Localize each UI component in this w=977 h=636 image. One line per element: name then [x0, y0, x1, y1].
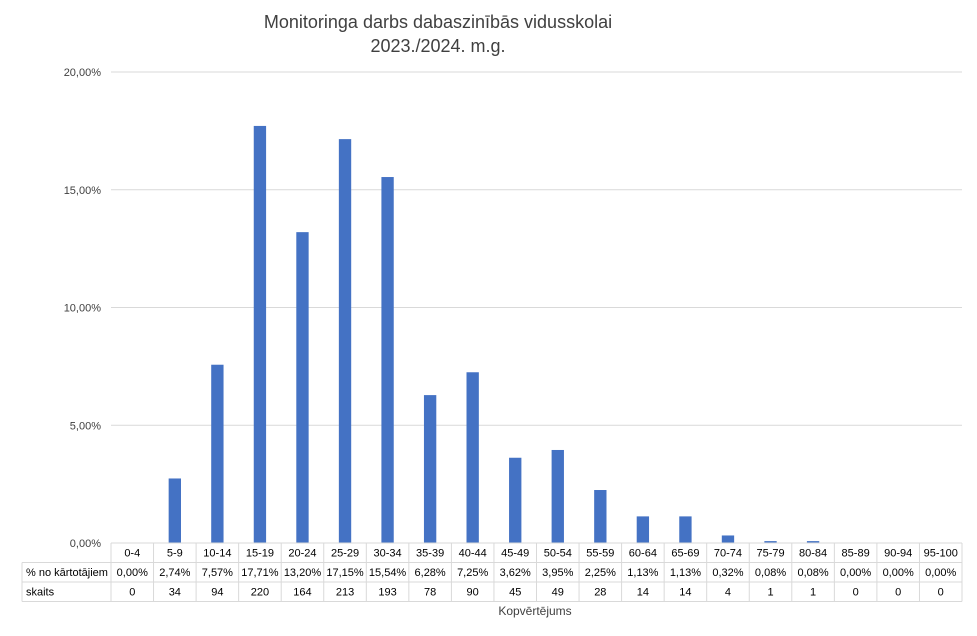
table-cell: 94	[211, 587, 223, 599]
table-cell: 0,32%	[712, 567, 743, 579]
table-cell: 2,74%	[159, 567, 190, 579]
bar-25-29	[338, 139, 352, 543]
table-cell: 7,57%	[202, 567, 233, 579]
category-label: 65-69	[671, 548, 699, 560]
data-table: 0-4 5-9 10-14 15-19 20-24 25-29 30-34 35-39 40-4…	[21, 542, 963, 602]
table-cell: 3,62%	[500, 567, 531, 579]
bar-10-14	[211, 364, 224, 543]
category-label: 10-14	[203, 548, 231, 560]
table-cell: 0,00%	[117, 567, 148, 579]
table-cell: 17,15%	[326, 567, 364, 579]
bar-45-49	[509, 457, 522, 543]
category-label: 85-89	[842, 548, 870, 560]
table-cell: 14	[679, 587, 691, 599]
y-tick-label: 15,00%	[64, 185, 102, 197]
bar-75-79	[764, 541, 777, 543]
table-cell: 13,20%	[284, 567, 322, 579]
category-label: 90-94	[884, 548, 912, 560]
category-label: 5-9	[167, 548, 183, 560]
category-label: 15-19	[246, 548, 274, 560]
y-tick-label: 5,00%	[70, 420, 101, 432]
table-cell: 1,13%	[670, 567, 701, 579]
table-cell: 17,71%	[241, 567, 279, 579]
category-label: 60-64	[629, 548, 657, 560]
table-cell: 4	[725, 587, 731, 599]
bar-80-84	[806, 541, 820, 543]
bar-50-54	[551, 449, 564, 543]
category-label: 45-49	[501, 548, 529, 560]
table-cell: 3,95%	[542, 567, 573, 579]
bar-30-34	[381, 177, 394, 543]
category-label: 40-44	[459, 548, 487, 560]
table-cell: 0	[129, 587, 135, 599]
bar-70-74	[721, 535, 735, 543]
table-row-label: skaits	[26, 587, 55, 599]
bar-65-69	[679, 516, 692, 543]
table-cell: 34	[169, 587, 181, 599]
category-label: 55-59	[586, 548, 614, 560]
table-cell: 213	[336, 587, 354, 599]
y-tick-label: 0,00%	[70, 538, 101, 550]
chart-title: Monitoringa darbs dabaszinībās vidusskol…	[264, 12, 612, 32]
category-label: 0-4	[124, 548, 140, 560]
table-cell: 193	[378, 587, 396, 599]
table-cell: 90	[467, 587, 479, 599]
table-cell: 14	[637, 587, 649, 599]
table-cell: 0,00%	[840, 567, 871, 579]
table-cell: 0,00%	[883, 567, 914, 579]
category-label: 50-54	[544, 548, 572, 560]
table-cell: 45	[509, 587, 521, 599]
table-cell: 164	[293, 587, 311, 599]
table-cell: 2,25%	[585, 567, 616, 579]
table-cell: 0,08%	[755, 567, 786, 579]
table-cell: 1	[810, 587, 816, 599]
category-label: 80-84	[799, 548, 827, 560]
table-cell: 1	[767, 587, 773, 599]
table-cell: 1,13%	[627, 567, 658, 579]
category-label: 70-74	[714, 548, 742, 560]
table-cell: 7,25%	[457, 567, 488, 579]
table-cell: 15,54%	[369, 567, 407, 579]
table-cell: 220	[251, 587, 269, 599]
category-label: 35-39	[416, 548, 444, 560]
bar-5-9	[168, 478, 181, 543]
table-row-label: % no kārtotājiem	[26, 567, 108, 579]
y-tick-label: 20,00%	[64, 67, 102, 79]
bar-60-64	[636, 516, 650, 543]
table-cell: 0	[938, 587, 944, 599]
category-label: 75-79	[756, 548, 784, 560]
table-cell: 0,00%	[925, 567, 956, 579]
bars	[168, 125, 820, 543]
bar-35-39	[423, 395, 437, 543]
category-label: 30-34	[374, 548, 402, 560]
y-tick-label: 10,00%	[64, 303, 102, 315]
table-cell: 0	[895, 587, 901, 599]
bar-20-24	[296, 232, 309, 543]
bar-15-19	[253, 125, 267, 543]
table-cell: 0,08%	[797, 567, 828, 579]
category-label: 95-100	[924, 548, 958, 560]
table-cell: 6,28%	[415, 567, 446, 579]
x-axis-label: Kopvērtējums	[498, 604, 571, 618]
gridlines	[111, 71, 962, 544]
y-axis-ticks: 0,00% 5,00% 10,00% 15,00% 20,00%	[64, 67, 102, 550]
table-cell: 28	[594, 587, 606, 599]
bar-55-59	[594, 490, 607, 543]
category-label: 25-29	[331, 548, 359, 560]
table-cell: 49	[552, 587, 564, 599]
table-cell: 78	[424, 587, 436, 599]
table-cell: 0	[853, 587, 859, 599]
bar-40-44	[466, 372, 479, 543]
category-label: 20-24	[288, 548, 316, 560]
chart-subtitle: 2023./2024. m.g.	[370, 36, 505, 56]
